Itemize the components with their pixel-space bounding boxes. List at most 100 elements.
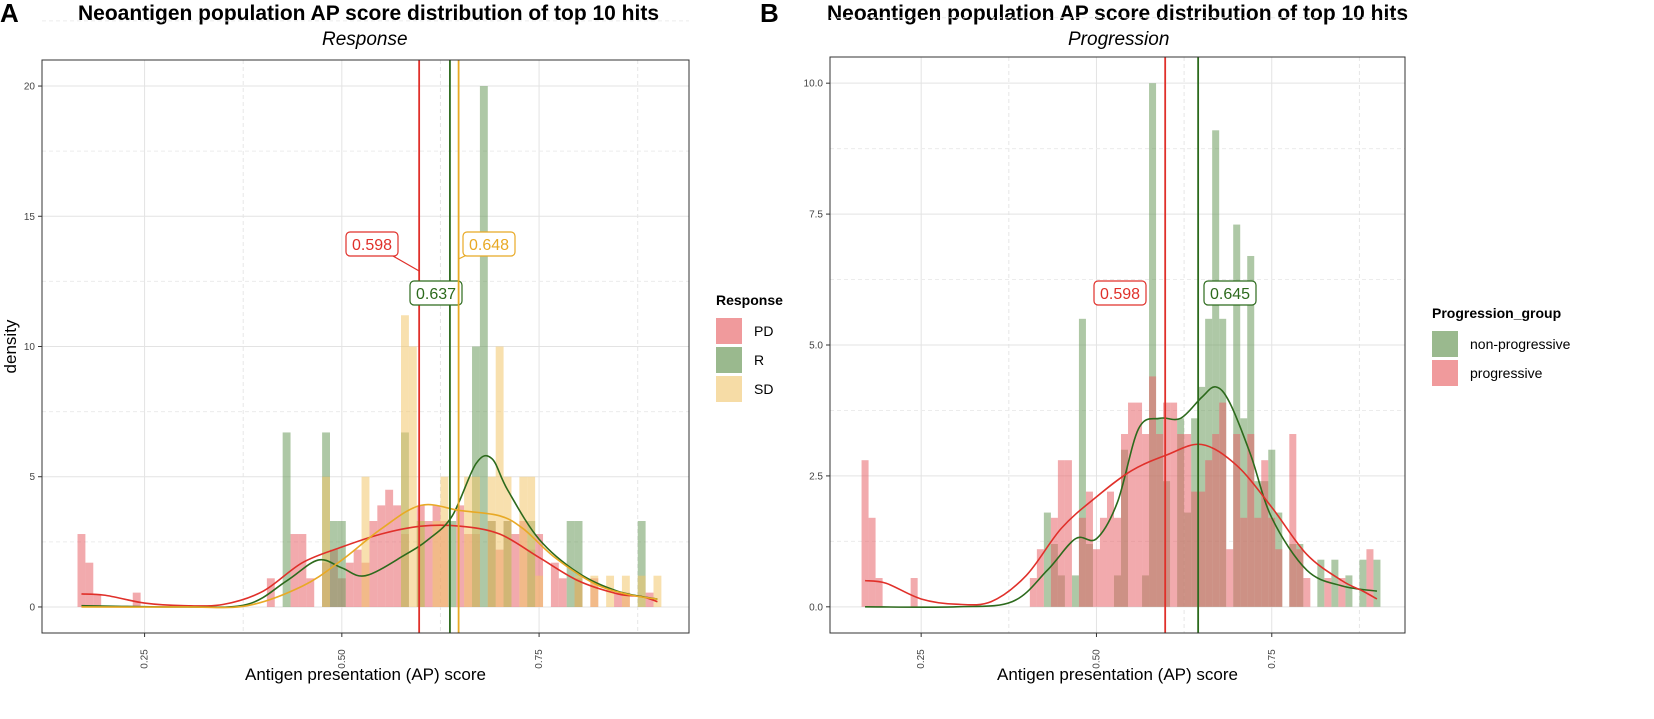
y-tick-label: 10.0 xyxy=(804,79,824,90)
median-label-box xyxy=(409,280,463,306)
histogram-bar xyxy=(1092,549,1100,607)
histogram-bar xyxy=(1303,578,1311,607)
histogram-bar xyxy=(1233,224,1241,607)
histogram-bar xyxy=(1043,512,1051,607)
histogram-bar xyxy=(875,578,883,607)
legend-label: non-progressive xyxy=(1470,335,1571,352)
histogram-bar xyxy=(1205,460,1213,607)
legend-item-sd: SD xyxy=(716,374,783,403)
density-curve xyxy=(865,386,1378,609)
median-label: 0.598 xyxy=(1100,286,1140,303)
y-tick-label: 7.5 xyxy=(809,210,823,221)
density-curve xyxy=(864,443,1378,606)
x-tick-label: 0.25 xyxy=(916,649,927,669)
histogram-bar xyxy=(1373,559,1381,607)
legend-item-pd: PD xyxy=(716,316,783,345)
histogram-bar xyxy=(77,534,86,607)
median-label-box xyxy=(345,231,399,257)
legend-label: R xyxy=(754,351,765,368)
histogram-bar xyxy=(401,315,409,607)
histogram-bar xyxy=(1149,83,1157,607)
histogram-bar xyxy=(1296,549,1304,607)
x-axis-label: Antigen presentation (AP) score xyxy=(245,665,486,684)
plot-area: 0.645 0.598 0.25 0.50 0.75 0.0 2.5 5.0 7.5 10.0 An… xyxy=(804,17,1406,684)
y-tick-label: 10 xyxy=(24,342,36,353)
histogram-bar xyxy=(448,521,457,607)
median-label-box xyxy=(1093,280,1147,306)
histogram-bar xyxy=(1029,578,1037,607)
histogram-bar xyxy=(1198,491,1206,607)
density-curve xyxy=(81,503,658,609)
legend-swatch xyxy=(716,317,742,344)
panel-label: A xyxy=(0,0,19,28)
histogram-bar xyxy=(416,521,425,607)
histogram-bar xyxy=(1212,434,1220,607)
histogram-bar xyxy=(1128,402,1136,607)
legend-item-progressive: progressive xyxy=(1432,358,1570,387)
histogram-bar xyxy=(440,476,449,607)
histogram-bar xyxy=(282,432,291,607)
histogram-bar xyxy=(1317,559,1325,607)
histogram-bar xyxy=(487,476,496,607)
histogram-bar xyxy=(479,86,488,607)
median-label-box xyxy=(1203,280,1257,306)
histogram-bar xyxy=(535,534,544,607)
histogram-bar xyxy=(1142,434,1150,607)
histogram-bar xyxy=(353,549,362,607)
y-tick-label: 15 xyxy=(24,212,36,223)
histogram-bar xyxy=(590,575,599,607)
y-tick-label: 20 xyxy=(24,82,36,93)
histogram-bar xyxy=(1071,575,1079,607)
histogram-bar xyxy=(621,575,630,607)
x-tick-label: 0.75 xyxy=(534,649,545,669)
density-curve xyxy=(81,524,658,607)
median-label-box xyxy=(462,231,516,257)
legend-label: SD xyxy=(754,380,774,397)
x-axis-label: Antigen presentation (AP) score xyxy=(997,665,1238,684)
histogram-bar xyxy=(322,476,330,607)
panel-a: A Neoantigen population AP score distrib… xyxy=(0,0,783,684)
histogram-bar xyxy=(472,476,480,607)
histogram-bar xyxy=(495,346,504,607)
y-tick-label: 5 xyxy=(29,472,35,483)
legend-title: Progression_group xyxy=(1432,305,1562,321)
histogram-bar xyxy=(653,575,662,607)
histogram-bar xyxy=(432,521,441,607)
histogram-bar xyxy=(1268,517,1276,607)
panel-b: B Neoantigen population AP score distrib… xyxy=(760,0,1654,719)
legend: Progression_group non-progressive progre… xyxy=(1432,305,1570,387)
histogram-bar xyxy=(511,534,520,607)
histogram-bar xyxy=(1156,434,1164,607)
histogram-bar xyxy=(1261,460,1269,607)
legend-swatch xyxy=(1432,359,1458,386)
median-label: 0.648 xyxy=(469,237,509,254)
histogram-bar xyxy=(503,476,512,607)
histogram-bar xyxy=(1099,517,1107,607)
histogram-bar xyxy=(1149,376,1157,607)
histogram-bar xyxy=(574,521,583,607)
histogram-bar xyxy=(1247,434,1255,607)
histogram-bar xyxy=(1106,491,1114,607)
legend-swatch xyxy=(716,346,742,373)
histogram-bar xyxy=(566,521,575,607)
x-tick-label: 0.75 xyxy=(1267,649,1278,669)
histogram-bar xyxy=(1345,575,1353,607)
histogram-bar xyxy=(550,562,559,607)
legend-label: PD xyxy=(754,322,774,339)
histogram-bar xyxy=(535,575,544,607)
histogram-bar xyxy=(1338,578,1346,607)
histogram-bar xyxy=(1219,402,1227,607)
histogram-bar xyxy=(1170,402,1178,607)
legend-swatch xyxy=(716,375,742,402)
legend-swatch xyxy=(1432,330,1458,357)
histogram-bar xyxy=(132,592,141,607)
histogram-bar xyxy=(1057,460,1065,607)
histogram-bar xyxy=(1184,434,1192,607)
histogram-bar xyxy=(1085,491,1093,607)
legend: Response PD R SD xyxy=(716,292,783,403)
histogram-bar xyxy=(1366,549,1374,607)
median-label: 0.637 xyxy=(416,286,456,303)
x-tick-label: 0.50 xyxy=(1091,649,1102,669)
histogram-bar xyxy=(306,578,315,607)
histogram-bar xyxy=(558,578,567,607)
